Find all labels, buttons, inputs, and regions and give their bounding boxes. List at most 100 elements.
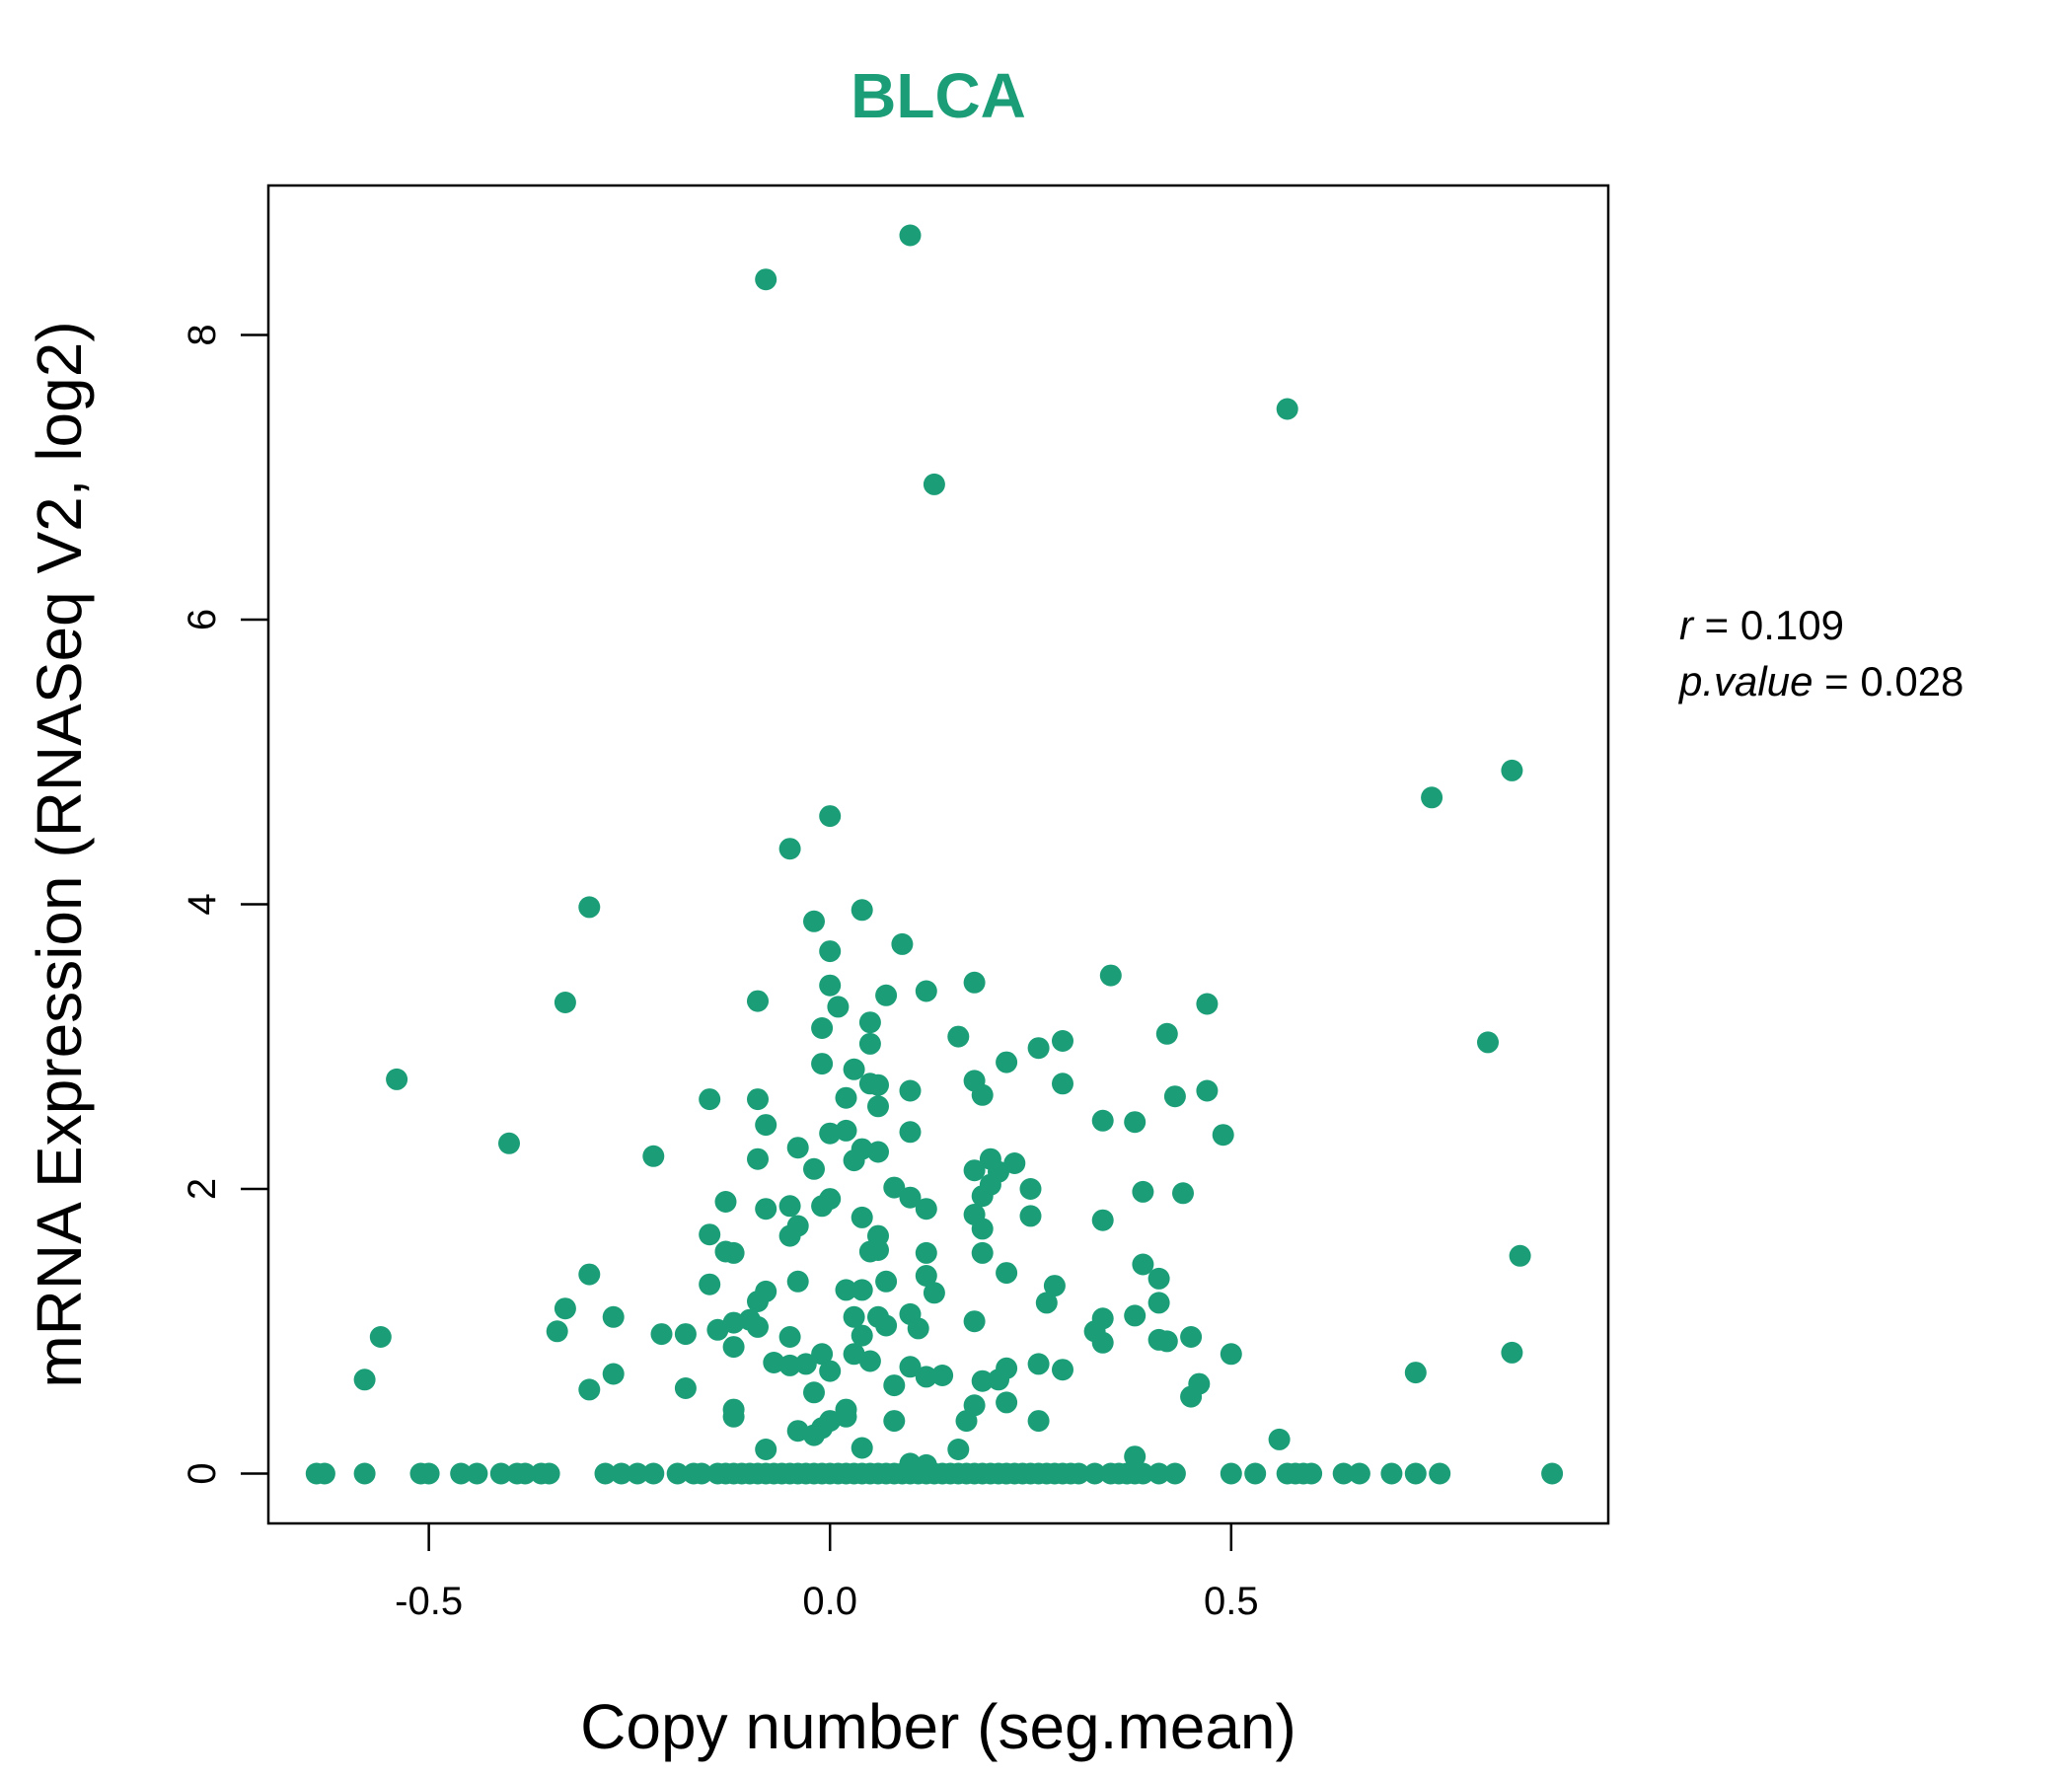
r-value: 0.109 [1740, 602, 1844, 648]
data-point [602, 1305, 625, 1328]
data-point [819, 1410, 842, 1433]
data-point [819, 940, 842, 963]
data-point [1155, 1022, 1178, 1045]
points-layer [305, 224, 1564, 1485]
data-point [1220, 1462, 1242, 1485]
x-axis: -0.5 0.0 0.5 [395, 1523, 1259, 1623]
data-point [1124, 1111, 1147, 1134]
data-point [1163, 1462, 1186, 1485]
data-point [915, 1265, 937, 1287]
data-point [843, 1149, 865, 1172]
data-point [851, 1206, 873, 1228]
data-point [996, 1262, 1018, 1285]
data-point [1404, 1462, 1427, 1485]
data-point [971, 1083, 994, 1106]
data-point [602, 1363, 625, 1385]
data-point [755, 1280, 777, 1302]
data-point [1380, 1462, 1403, 1485]
data-point [819, 805, 842, 828]
data-point [851, 899, 873, 922]
data-point [1196, 1079, 1219, 1102]
data-point [755, 268, 777, 291]
data-point [1052, 1359, 1073, 1381]
data-point [1147, 1267, 1170, 1290]
data-point [843, 1058, 865, 1080]
x-axis-label: Copy number (seg.mean) [580, 1691, 1296, 1762]
data-point [803, 910, 825, 932]
y-axis: 0 2 4 6 8 [181, 324, 268, 1485]
y-tick-label: 6 [181, 609, 224, 630]
data-point [594, 1462, 617, 1485]
data-point [883, 1410, 906, 1433]
data-point [674, 1323, 697, 1346]
data-point [1163, 1085, 1186, 1108]
data-point [883, 1374, 906, 1397]
data-point [1501, 759, 1523, 781]
data-point [971, 1185, 994, 1208]
data-point [1155, 1330, 1178, 1353]
data-point [915, 1366, 937, 1388]
data-point [819, 1360, 842, 1382]
data-point [1132, 1253, 1154, 1276]
data-point [1003, 1152, 1026, 1174]
data-point [417, 1462, 440, 1485]
data-point [819, 974, 842, 997]
data-point [778, 1195, 801, 1218]
data-point [1068, 1462, 1090, 1485]
data-point [747, 1088, 769, 1111]
data-point [963, 1159, 986, 1182]
data-point [714, 1191, 737, 1213]
data-point [1091, 1331, 1114, 1354]
data-point [1541, 1462, 1564, 1485]
y-tick-label: 8 [181, 324, 224, 345]
data-point [778, 1354, 801, 1376]
data-point [642, 1145, 665, 1167]
p-symbol: p.value [1677, 658, 1813, 704]
data-point [578, 1263, 601, 1286]
data-point [1180, 1326, 1203, 1348]
data-point [610, 1462, 632, 1485]
data-point [722, 1336, 745, 1359]
data-point [811, 1053, 834, 1075]
data-point [722, 1405, 745, 1428]
data-point [1477, 1031, 1499, 1054]
p-equals: = [1824, 658, 1860, 704]
data-point [1147, 1462, 1170, 1485]
data-point [450, 1462, 473, 1485]
data-point [1172, 1182, 1194, 1205]
data-point [858, 1011, 881, 1034]
data-point [931, 1365, 954, 1386]
data-point [699, 1273, 721, 1295]
data-point [891, 932, 914, 955]
data-point [803, 1381, 825, 1404]
data-point [819, 1188, 842, 1211]
data-point [835, 1279, 857, 1301]
data-point [1404, 1362, 1427, 1384]
data-point [1052, 1030, 1073, 1052]
data-point [803, 1157, 825, 1180]
data-point [747, 1315, 769, 1338]
data-point [811, 1017, 834, 1039]
data-point [1027, 1410, 1050, 1433]
data-point [1019, 1178, 1042, 1200]
data-point [1027, 1353, 1050, 1375]
data-point [1083, 1462, 1106, 1485]
data-point [778, 1224, 801, 1247]
data-point [835, 1119, 857, 1142]
data-point [915, 1198, 937, 1221]
data-point [778, 1326, 801, 1348]
data-point [706, 1318, 729, 1341]
data-point [514, 1462, 537, 1485]
data-point [353, 1462, 376, 1485]
y-tick-label: 4 [181, 893, 224, 915]
data-point [786, 1270, 809, 1293]
data-point [1332, 1462, 1355, 1485]
y-axis-label: mRNA Expression (RNASeq V2, log2) [24, 321, 95, 1387]
data-point [1124, 1445, 1147, 1468]
data-point [699, 1088, 721, 1111]
data-point [971, 1369, 994, 1392]
data-point [538, 1462, 560, 1485]
data-point [699, 1223, 721, 1246]
chart-title: BLCA [851, 60, 1026, 131]
